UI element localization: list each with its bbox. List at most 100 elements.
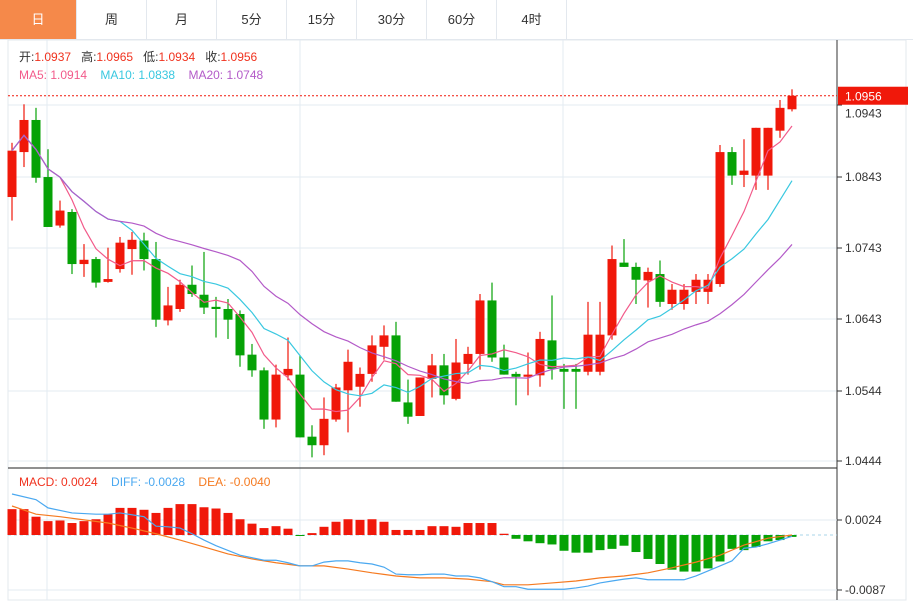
macd-bar (163, 507, 173, 535)
candle-up (751, 127, 761, 176)
candle-down (487, 300, 497, 358)
macd-bar (331, 521, 341, 535)
macd-bar (67, 523, 77, 535)
macd-bar (259, 528, 269, 535)
candle-up (343, 361, 353, 391)
macd-bar (667, 535, 677, 570)
candle-down (199, 294, 209, 308)
price-axis-label: 1.0843 (845, 170, 882, 184)
tab-0[interactable]: 日 (0, 0, 77, 39)
candle-up (451, 362, 461, 399)
macd-bar (451, 526, 461, 535)
candle-up (379, 335, 389, 347)
macd-bar (7, 509, 17, 535)
macd-bar (91, 519, 101, 535)
candle-up (55, 210, 65, 226)
candle-down (391, 335, 401, 402)
candle-down (247, 354, 257, 371)
macd-bar (55, 520, 65, 535)
macd-bar (487, 523, 497, 535)
candle-up (103, 279, 113, 282)
macd-bar (19, 509, 29, 535)
macd-bar (715, 535, 725, 562)
macd-bar (271, 526, 281, 535)
candle-up (739, 170, 749, 175)
ma10-line (11, 134, 793, 397)
candle-up (355, 373, 365, 387)
macd-bar (535, 535, 545, 544)
macd-bar (43, 521, 53, 535)
candle-up (595, 334, 605, 372)
price-axis-label: 1.0544 (845, 384, 882, 398)
macd-bar (175, 504, 185, 535)
candle-down (43, 177, 53, 227)
macd-bar (583, 535, 593, 553)
macd-bar (343, 519, 353, 535)
dea-value: DEA: -0.0040 (198, 475, 271, 489)
tab-6[interactable]: 60分 (427, 0, 497, 39)
macd-bar (523, 535, 533, 542)
macd-bar (307, 533, 317, 535)
candle-up (607, 259, 617, 336)
candle-down (211, 306, 221, 309)
low-value: 1.0934 (158, 50, 196, 64)
candle-down (67, 211, 77, 265)
macd-bar (427, 526, 437, 535)
macd-bar (367, 519, 377, 535)
macd-bar (415, 529, 425, 535)
macd-axis-label: 0.0024 (845, 513, 882, 527)
tab-3[interactable]: 5分 (217, 0, 287, 39)
candle-down (511, 373, 521, 377)
close-value: 1.0956 (220, 50, 258, 64)
macd-bar (139, 509, 149, 535)
macd-bar (787, 535, 797, 537)
candle-down (727, 152, 737, 176)
candle-down (439, 365, 449, 396)
candle-up (535, 338, 545, 376)
candle-down (403, 402, 413, 417)
tab-2[interactable]: 月 (147, 0, 217, 39)
macd-bar (247, 523, 257, 535)
macd-bar (643, 535, 653, 559)
candle-down (559, 368, 569, 372)
macd-bar (199, 507, 209, 535)
macd-bar (691, 535, 701, 572)
macd-bar (463, 523, 473, 535)
candle-down (187, 284, 197, 295)
candle-up (775, 107, 785, 131)
candle-up (643, 271, 653, 281)
diff-line (11, 493, 793, 590)
price-axis-label: 1.0444 (845, 454, 882, 468)
macd-info: MACD: 0.0024 DIFF: -0.0028 DEA: -0.0040 (19, 475, 270, 489)
candle-up (475, 300, 485, 354)
macd-bar (211, 508, 221, 535)
macd-bar (751, 535, 761, 547)
candle-up (415, 377, 425, 416)
tab-7[interactable]: 4时 (497, 0, 567, 39)
macd-bar (103, 514, 113, 535)
ma5-line (11, 125, 793, 413)
candle-up (787, 95, 797, 110)
macd-bar (511, 535, 521, 539)
diff-value: DIFF: -0.0028 (111, 475, 186, 489)
ma20-value: MA20: 1.0748 (188, 68, 264, 82)
macd-bar (379, 521, 389, 535)
dea-line (11, 505, 793, 586)
candle-up (367, 345, 377, 374)
candle-up (667, 289, 677, 305)
macd-bar (775, 535, 785, 541)
tab-4[interactable]: 15分 (287, 0, 357, 39)
price-axis-label: 1.0943 (845, 107, 882, 121)
candle-up (163, 305, 173, 321)
tab-1[interactable]: 周 (77, 0, 147, 39)
period-tabs: 日周月 5分 15分 30分 60分 4时 (0, 0, 913, 40)
candle-up (679, 289, 689, 305)
candle-up (691, 279, 701, 292)
candle-up (283, 368, 293, 376)
macd-bar (703, 535, 713, 569)
tab-5[interactable]: 30分 (357, 0, 427, 39)
macd-bar (187, 504, 197, 535)
candle-up (331, 387, 341, 420)
macd-bar (475, 523, 485, 535)
